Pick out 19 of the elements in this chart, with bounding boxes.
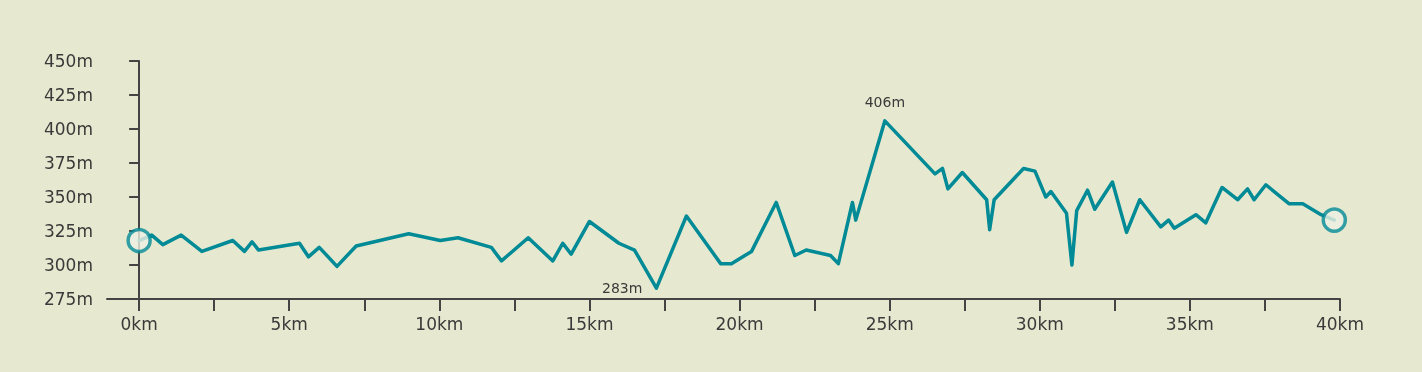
annotation: 283m bbox=[602, 280, 643, 297]
y-tick-label: 425m bbox=[43, 85, 93, 105]
x-tick-label: 20km bbox=[715, 313, 764, 334]
y-tick-label: 400m bbox=[43, 119, 93, 139]
x-tick-label: 40km bbox=[1315, 313, 1365, 334]
x-tick-label: 15km bbox=[565, 313, 614, 334]
x-tick-label: 25km bbox=[865, 313, 914, 334]
x-tick-label: 0km bbox=[120, 313, 158, 334]
y-tick-label: 325m bbox=[43, 221, 93, 241]
x-tick-label: 30km bbox=[1015, 313, 1064, 334]
y-tick-label: 375m bbox=[43, 153, 93, 173]
y-tick-label: 300m bbox=[43, 255, 93, 275]
x-tick-label: 35km bbox=[1165, 313, 1214, 334]
y-tick-label: 275m bbox=[43, 289, 93, 309]
x-tick-label: 10km bbox=[415, 313, 464, 334]
y-tick-label: 450m bbox=[43, 51, 93, 71]
y-tick-label: 350m bbox=[43, 187, 93, 207]
x-tick-label: 5km bbox=[270, 313, 308, 334]
annotation: 406m bbox=[864, 93, 906, 110]
